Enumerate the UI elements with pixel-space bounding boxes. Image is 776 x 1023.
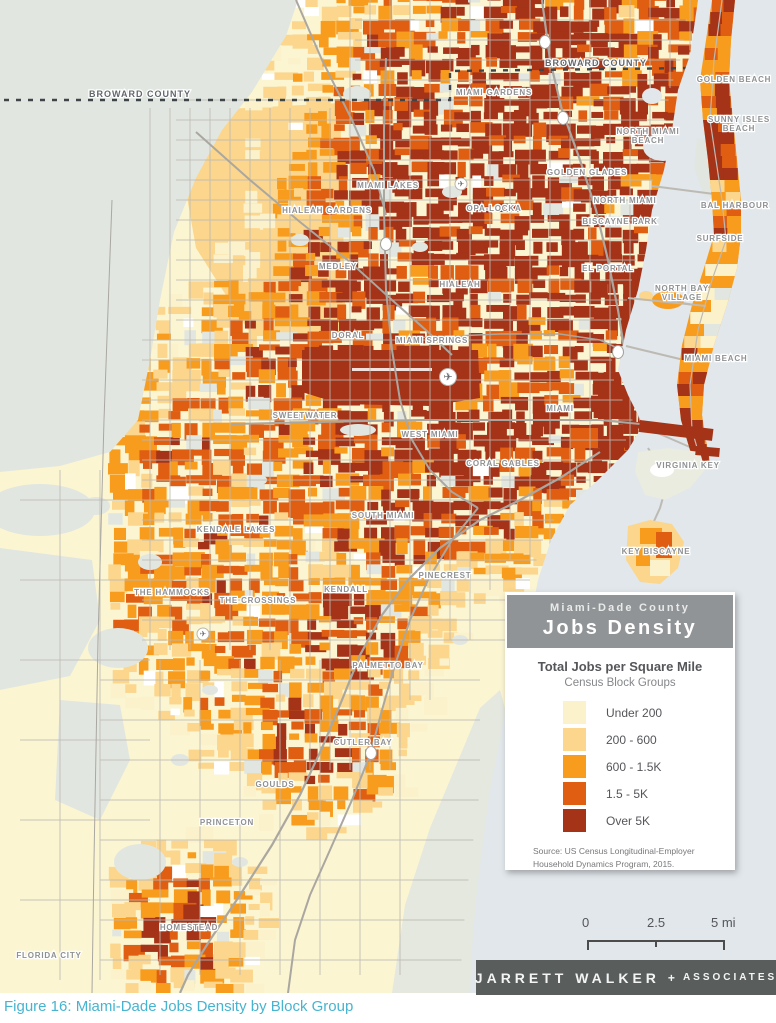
county-boundary-line (4, 65, 773, 102)
legend-row: Over 5K (563, 807, 735, 834)
legend-class-label: Over 5K (606, 813, 651, 828)
scale-bar-tick (723, 940, 725, 950)
place-label: OPA-LOCKA (466, 204, 521, 213)
route-shield-icon (539, 35, 551, 49)
port-of-miami (638, 420, 714, 441)
scale-tick-label-1: 2.5 (647, 915, 666, 930)
airport-icon (454, 177, 468, 191)
place-label: SWEETWATER (273, 411, 338, 420)
legend-source-line2: Household Dynamics Program, 2015. (533, 858, 675, 869)
route-shield-icon (612, 345, 624, 359)
scale-bar-tick (655, 940, 657, 947)
place-label: THE HAMMOCKS (134, 588, 210, 597)
legend-subtitle: Total Jobs per Square Mile (537, 659, 703, 674)
airplane-glyph: ✈ (200, 630, 207, 639)
legend-swatch (563, 809, 586, 832)
place-label: THE CROSSINGS (220, 596, 297, 605)
route-shield-icon (380, 237, 392, 251)
place-label: CORAL GABLES (466, 459, 539, 468)
jarrett-walker-logo-bar: JARRETT WALKER + ASSOCIATES (474, 960, 776, 995)
legend-class-label: Under 200 (606, 705, 663, 720)
airplane-glyph: ✈ (443, 372, 452, 384)
map-legend: Miami-Dade County Jobs Density Total Job… (505, 592, 735, 870)
place-label: PRINCETON (200, 818, 254, 827)
place-label: HOMESTEAD (160, 923, 218, 932)
north-bay-village-island (652, 291, 684, 309)
scale-tick-label-0: 0 (582, 915, 590, 930)
place-label: FLORIDA CITY (16, 951, 81, 960)
route-shield-icon (557, 111, 569, 125)
map-icons: ✈ ✈ ✈ (196, 35, 624, 760)
place-label: CUTLER BAY (334, 738, 393, 747)
everglades-region (0, 0, 298, 880)
road-grid (20, 0, 691, 980)
place-label: NORTH BAY VILLAGE (655, 284, 709, 302)
place-label: NORTH MIAMI (593, 196, 656, 205)
brand-suffix: ASSOCIATES (682, 972, 776, 983)
place-label: EL PORTAL (582, 264, 634, 273)
scale-tick-label-2: 5 mi (711, 915, 736, 930)
place-label: BROWARD COUNTY (545, 58, 647, 68)
place-label: MIAMI GARDENS (456, 88, 532, 97)
legend-row: 600 - 1.5K (563, 753, 735, 780)
place-label: BISCAYNE PARK (582, 217, 657, 226)
legend-swatch (563, 782, 586, 805)
place-label: GOLDEN GLADES (547, 168, 627, 177)
legend-title: Jobs Density (542, 617, 698, 639)
legend-class-label: 600 - 1.5K (606, 759, 662, 774)
scale-bar-tick (587, 940, 589, 950)
key-biscayne (626, 520, 684, 584)
place-label: SUNNY ISLES BEACH (708, 115, 770, 133)
legend-swatch (563, 755, 586, 778)
scale-bar-labels: 0 2.5 5 mi (575, 915, 740, 931)
place-label: SURFSIDE (697, 234, 744, 243)
place-label: NORTH MIAMI BEACH (616, 127, 679, 145)
place-label: MEDLEY (319, 262, 357, 271)
legend-swatch (563, 701, 586, 724)
airplane-glyph: ✈ (458, 180, 465, 189)
airport-icon (439, 368, 457, 386)
place-label: HIALEAH (439, 280, 480, 289)
place-label: PINECREST (419, 571, 472, 580)
place-label: WEST MIAMI (402, 430, 459, 439)
legend-classes: Under 200 200 - 600 600 - 1.5K 1.5 - 5K Over… (563, 699, 735, 834)
airport-icon (196, 627, 210, 641)
legend-class-label: 200 - 600 (606, 732, 657, 747)
place-label: BAL HARBOUR (701, 201, 769, 210)
brand-name: JARRETT WALKER (474, 969, 660, 986)
place-label: VIRGINIA KEY (656, 461, 720, 470)
legend-row: Under 200 (563, 699, 735, 726)
major-roads (91, 0, 644, 993)
place-label: MIAMI BEACH (684, 354, 747, 363)
brand-plus-sign: + (667, 970, 675, 985)
legend-swatch (563, 728, 586, 751)
place-label: KEY BISCAYNE (622, 547, 691, 556)
place-label: SOUTH MIAMI (352, 511, 415, 520)
scale-bar: 0 2.5 5 mi (575, 915, 740, 955)
legend-source-line1: Source: US Census Longitudinal-Employer (533, 846, 695, 856)
route-shield-icon (365, 746, 377, 760)
place-label: DORAL (332, 331, 364, 340)
place-label: HIALEAH GARDENS (282, 206, 372, 215)
place-label: KENDALL (324, 585, 368, 594)
legend-subtitle2: Census Block Groups (564, 677, 676, 689)
place-label: PALMETTO BAY (352, 661, 423, 670)
miami-dade-jobs-density-map: ✈ ✈ ✈ BROWARD COUNTY BROWARD COUNTY MIAMI GAR… (0, 0, 776, 993)
place-label: BROWARD COUNTY (89, 89, 191, 99)
place-label: MIAMI (546, 404, 574, 413)
place-label: KENDALE LAKES (197, 525, 275, 534)
place-label: MIAMI LAKES (357, 181, 419, 190)
legend-row: 200 - 600 (563, 726, 735, 753)
legend-row: 1.5 - 5K (563, 780, 735, 807)
place-label: GOLDEN BEACH (697, 75, 772, 84)
legend-region-label: Miami-Dade County (549, 602, 691, 614)
legend-header: Miami-Dade County Jobs Density (507, 595, 733, 648)
legend-class-label: 1.5 - 5K (606, 786, 649, 801)
legend-source: Source: US Census Longitudinal-Employer … (533, 845, 735, 871)
figure-caption: Figure 16: Miami-Dade Jobs Density by Bl… (4, 998, 354, 1015)
place-labels: BROWARD COUNTY BROWARD COUNTY MIAMI GARDEN… (15, 57, 772, 962)
place-label: MIAMI SPRINGS (396, 336, 468, 345)
place-label: GOULDS (255, 780, 294, 789)
